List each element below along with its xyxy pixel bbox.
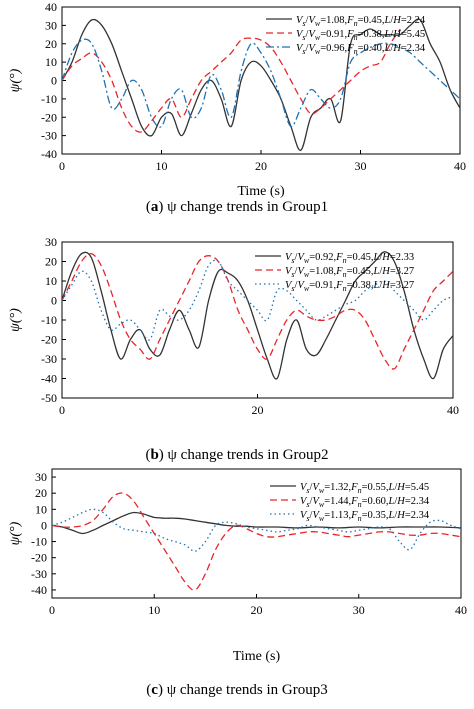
x-tick-label: 0 bbox=[49, 603, 55, 617]
y-tick-label: 20 bbox=[45, 255, 57, 269]
y-tick-label: 20 bbox=[35, 486, 47, 500]
y-tick-label: 10 bbox=[45, 55, 57, 69]
y-axis-label: ψ(°) bbox=[8, 68, 23, 92]
y-tick-label: -50 bbox=[41, 391, 57, 405]
y-tick-label: 10 bbox=[45, 274, 57, 288]
series-line-2 bbox=[52, 492, 461, 591]
x-tick-label: 40 bbox=[455, 603, 467, 617]
panel-caption: (a) ψ change trends in Group1 bbox=[146, 199, 328, 215]
y-tick-label: -40 bbox=[31, 583, 47, 597]
y-tick-label: -30 bbox=[41, 129, 57, 143]
x-tick-label: 20 bbox=[252, 403, 264, 417]
y-axis-label: ψ(°) bbox=[8, 308, 23, 332]
y-tick-label: -30 bbox=[41, 352, 57, 366]
y-tick-label: 0 bbox=[51, 74, 57, 88]
y-tick-label: -40 bbox=[41, 372, 57, 386]
chart-panel-c: -40 -30 -20 -10 0 10 20 30 0 10 20 30 40 ψ(°) Time (s)… bbox=[8, 468, 467, 698]
y-axis-label: ψ(°) bbox=[8, 521, 23, 545]
y-tick-label: 0 bbox=[41, 518, 47, 532]
series-line-1 bbox=[62, 251, 453, 380]
chart-panel-a: -40 -30 -20 -10 0 10 20 30 40 0 10 20 30 40 ψ(°) Time (… bbox=[8, 0, 466, 215]
y-tick-label: -10 bbox=[41, 313, 57, 327]
x-tick-label: 30 bbox=[353, 603, 365, 617]
y-tick-label: -10 bbox=[41, 92, 57, 106]
y-tick-label: 0 bbox=[51, 294, 57, 308]
x-tick-label: 10 bbox=[148, 603, 160, 617]
y-tick-label: -20 bbox=[31, 551, 47, 565]
x-axis-label: Time (s) bbox=[233, 649, 281, 664]
panel-caption: (c) ψ change trends in Group3 bbox=[146, 682, 327, 698]
legend-label: Vs/Vw=0.91,Fn=0.38,L/H=5.45 bbox=[296, 29, 425, 42]
legend-label: Vs/Vw=1.32,Fn=0.55,L/H=5.45 bbox=[300, 482, 429, 495]
series-line-3 bbox=[62, 259, 453, 341]
y-tick-label: 20 bbox=[45, 37, 57, 51]
y-tick-label: 30 bbox=[35, 470, 47, 484]
legend-label: Vs/Vw=0.92,Fn=0.45,L/H=2.33 bbox=[285, 252, 414, 265]
y-tick-label: 40 bbox=[45, 0, 57, 14]
x-tick-label: 20 bbox=[255, 159, 267, 173]
x-tick-label: 0 bbox=[59, 159, 65, 173]
x-tick-label: 0 bbox=[59, 403, 65, 417]
legend-label: Vs/Vw=1.44,Fn=0.60,L/H=2.34 bbox=[300, 496, 430, 509]
series-line-3 bbox=[62, 38, 460, 128]
series-line-2 bbox=[62, 28, 401, 133]
x-tick-label: 20 bbox=[251, 603, 263, 617]
x-tick-label: 40 bbox=[454, 159, 466, 173]
x-tick-label: 40 bbox=[447, 403, 459, 417]
y-tick-label: 10 bbox=[35, 502, 47, 516]
series-line-1 bbox=[62, 18, 460, 151]
y-tick-label: -40 bbox=[41, 147, 57, 161]
panel-caption: (b) ψ change trends in Group2 bbox=[145, 447, 328, 463]
legend-label: Vs/Vw=0.96,Fn=0.40,L/H=2.34 bbox=[296, 43, 426, 56]
legend-label: Vs/Vw=1.13,Fn=0.35,L/H=2.34 bbox=[300, 510, 430, 523]
series-line-3 bbox=[52, 508, 461, 552]
x-tick-label: 30 bbox=[355, 159, 367, 173]
legend-label: Vs/Vw=1.08,Fn=0.45,L/H=3.27 bbox=[285, 266, 414, 279]
series-line-2 bbox=[62, 252, 453, 370]
chart-panel-b: -50 -40 -30 -20 -10 0 10 20 30 0 20 40 ψ(°) Vs/Vw=0.9… bbox=[8, 235, 459, 463]
legend-label: Vs/Vw=1.08,Fn=0.45,L/H=2.24 bbox=[296, 15, 426, 28]
y-tick-label: -10 bbox=[31, 535, 47, 549]
y-tick-label: 30 bbox=[45, 235, 57, 249]
y-tick-label: -20 bbox=[41, 333, 57, 347]
x-axis-label: Time (s) bbox=[237, 184, 285, 199]
y-tick-label: 30 bbox=[45, 18, 57, 32]
y-tick-label: -20 bbox=[41, 110, 57, 124]
series-line-1 bbox=[52, 511, 461, 535]
y-tick-label: -30 bbox=[31, 567, 47, 581]
x-tick-label: 10 bbox=[156, 159, 168, 173]
legend-label: Vs/Vw=0.91,Fn=0.38,L/H=3.27 bbox=[285, 280, 414, 293]
